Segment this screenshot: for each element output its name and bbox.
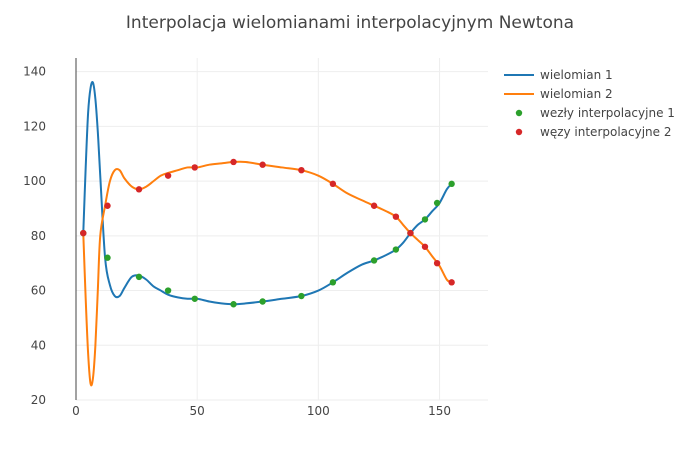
series-3-point bbox=[370, 257, 378, 264]
gridlines bbox=[76, 58, 488, 401]
series-4-point bbox=[421, 243, 429, 250]
series-3-point bbox=[135, 273, 143, 281]
series-4-point bbox=[298, 166, 305, 174]
x-tick-label: 50 bbox=[190, 404, 205, 418]
x-tick-label: 150 bbox=[428, 404, 451, 418]
series-4-point bbox=[104, 202, 111, 209]
series-3-point bbox=[298, 292, 305, 300]
y-tick-label: 100 bbox=[23, 174, 46, 188]
series-4-point bbox=[407, 229, 414, 237]
series-4-point bbox=[329, 180, 337, 188]
series-3-point bbox=[329, 279, 337, 286]
y-axis: 20 40 60 80 100 120 140 bbox=[23, 58, 77, 407]
series-3-point bbox=[104, 254, 111, 261]
series-3-point bbox=[421, 216, 429, 223]
legend-label: wezły interpolacyjne 1 bbox=[540, 106, 675, 120]
y-tick-label: 120 bbox=[23, 119, 46, 133]
series-3-point bbox=[191, 295, 198, 302]
series-4-point bbox=[164, 172, 172, 179]
series-4-point bbox=[433, 260, 441, 267]
y-tick-label: 140 bbox=[23, 65, 46, 79]
series-4-point bbox=[259, 161, 266, 168]
x-axis: 0 50 100 150 bbox=[72, 404, 451, 418]
y-tick-label: 40 bbox=[31, 338, 46, 352]
y-tick-label: 60 bbox=[31, 284, 46, 298]
y-tick-label: 80 bbox=[31, 229, 46, 243]
series-3-point bbox=[230, 301, 237, 308]
series-3-point bbox=[392, 246, 400, 253]
series-4-point bbox=[135, 186, 143, 193]
legend-label: węzy interpolacyjne 2 bbox=[540, 125, 672, 139]
legend-marker-swatch bbox=[515, 128, 523, 136]
series-3-point bbox=[164, 287, 172, 294]
series-4-point bbox=[80, 229, 87, 237]
series-line-2 bbox=[82, 160, 453, 387]
legend-marker-swatch bbox=[515, 109, 523, 117]
series-4-point bbox=[370, 202, 378, 209]
legend-label: wielomian 2 bbox=[540, 87, 613, 101]
series-3-point bbox=[259, 298, 266, 305]
legend: wielomian 1 wielomian 2 wezły interpolacyj… bbox=[504, 68, 675, 139]
x-tick-label: 100 bbox=[307, 404, 330, 418]
series-line-1 bbox=[82, 81, 453, 306]
series-3-point bbox=[448, 180, 455, 188]
series-4-point bbox=[448, 279, 455, 286]
y-tick-label: 20 bbox=[31, 393, 46, 407]
x-tick-label: 0 bbox=[72, 404, 80, 418]
legend-label: wielomian 1 bbox=[540, 68, 613, 82]
series-3-point bbox=[433, 199, 441, 207]
chart-title: Interpolacja wielomianami interpolacyjny… bbox=[126, 13, 574, 33]
series-4-point bbox=[191, 164, 198, 171]
series-4-point bbox=[392, 213, 400, 220]
plot-area bbox=[80, 81, 455, 387]
series-4-point bbox=[230, 158, 237, 166]
